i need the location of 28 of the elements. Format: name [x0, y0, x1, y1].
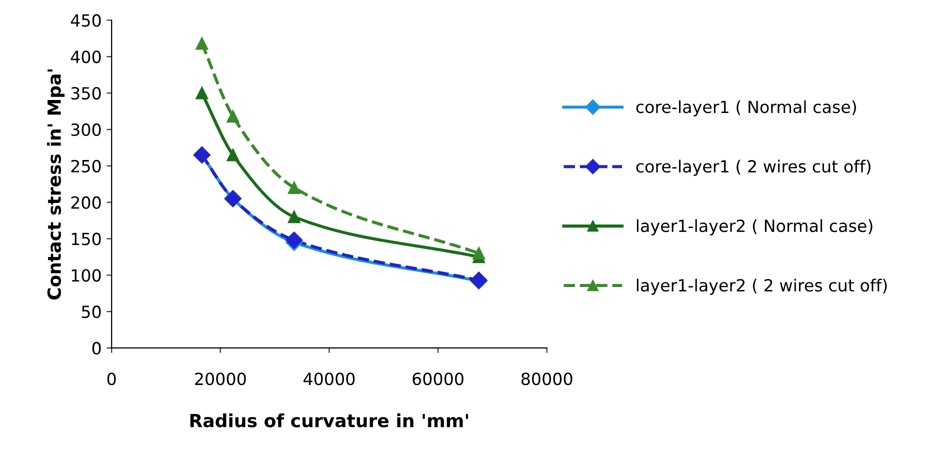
legend-label: layer1-layer2 ( 2 wires cut off): [636, 278, 887, 295]
y-tick-label: 400: [70, 50, 101, 64]
point: [472, 247, 486, 260]
y-tick-label: 100: [72, 269, 101, 282]
legend-label: core-layer1 ( 2 wires cut off): [636, 160, 870, 176]
y-axis-title: Contact stress in' Mpa': [47, 69, 65, 300]
x-tick-label: 80000: [521, 372, 572, 386]
point: [288, 181, 300, 194]
point: [226, 148, 240, 162]
legend-label: core-layer1 ( Normal case): [636, 100, 856, 116]
y-tick-label: 150: [72, 232, 101, 246]
point: [288, 210, 300, 224]
y-tick-label: 200: [71, 196, 101, 209]
y-tick-label: 50: [82, 306, 101, 318]
y-tick-label: 250: [71, 160, 101, 172]
point: [226, 110, 240, 123]
x-tick-label: 60000: [412, 372, 464, 386]
y-tick-label: 300: [71, 123, 101, 136]
x-tick-label: 40000: [304, 372, 355, 386]
x-tick-label: 0: [107, 372, 116, 386]
point: [196, 86, 208, 100]
x-tick-label: 20000: [195, 372, 246, 386]
x-axis-title: Radius of curvature in 'mm': [190, 413, 468, 428]
y-tick-label: 0: [92, 342, 101, 355]
y-tick-label: 350: [71, 87, 101, 100]
y-tick-label: 450: [70, 14, 101, 27]
legend-label: layer1-layer2 ( Normal case): [636, 219, 872, 236]
point: [196, 37, 208, 50]
